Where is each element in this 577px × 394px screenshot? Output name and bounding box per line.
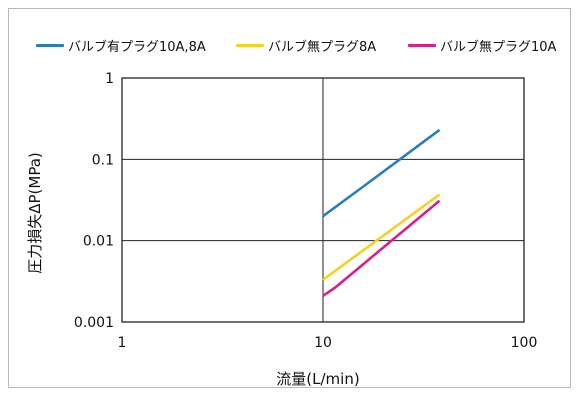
legend-label-series-2: バルブ無プラグ8A xyxy=(268,40,377,55)
series-line-2 xyxy=(322,193,441,281)
tick-layer: 1 10 100 0.001 0.01 0.1 1 xyxy=(74,71,537,351)
legend-swatch-series-2 xyxy=(236,44,264,47)
x-tick-label: 1 xyxy=(118,335,127,351)
x-axis-label: 流量(L/min) xyxy=(276,370,359,388)
legend-item-series-3: バルブ無プラグ10A xyxy=(408,36,556,55)
y-tick-label: 1 xyxy=(105,71,114,87)
series-layer xyxy=(322,128,441,297)
chart-frame xyxy=(8,8,571,388)
plot-area xyxy=(121,77,525,323)
x-tick-label: 10 xyxy=(314,335,332,351)
legend-swatch-series-3 xyxy=(408,44,436,47)
series-line-1 xyxy=(322,128,441,218)
y-tick-label: 0.001 xyxy=(74,315,114,331)
x-tick-label: 100 xyxy=(511,335,538,351)
legend: バルブ有プラグ10A,8A バルブ無プラグ8A バルブ無プラグ10A xyxy=(36,36,566,58)
grid-layer xyxy=(122,78,524,322)
series-line-3 xyxy=(322,199,441,297)
legend-item-series-2: バルブ無プラグ8A xyxy=(236,36,376,55)
y-tick-label: 0.01 xyxy=(83,234,114,250)
legend-swatch-series-1 xyxy=(36,44,64,47)
y-tick-label: 0.1 xyxy=(92,152,114,168)
y-axis-label: 圧力損失ΔP(MPa) xyxy=(26,152,44,274)
legend-item-series-1: バルブ有プラグ10A,8A xyxy=(36,36,206,55)
legend-label-series-3: バルブ無プラグ10A xyxy=(440,40,557,55)
legend-label-series-1: バルブ有プラグ10A,8A xyxy=(68,40,206,55)
